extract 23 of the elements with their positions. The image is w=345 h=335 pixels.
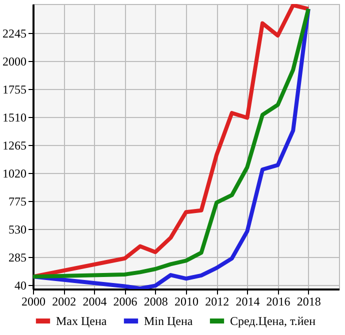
x-tick-label: 2018	[296, 294, 321, 308]
y-tick-label: 40	[14, 278, 26, 292]
x-tick-label: 2006	[113, 294, 138, 308]
x-tick-label: 2000	[22, 294, 46, 308]
x-tick-label: 2016	[266, 294, 290, 308]
x-tick-label: 2014	[236, 294, 260, 308]
legend-label: Max Цена	[56, 314, 108, 328]
x-tick-label: 2010	[174, 294, 198, 308]
y-tick-label: 1020	[2, 166, 26, 181]
x-tick-label: 2008	[144, 294, 168, 308]
legend-label: Сред.Цена, т.йен	[230, 314, 316, 328]
y-tick-label: 1510	[2, 110, 26, 125]
legend-label: Min Цена	[144, 314, 194, 328]
y-tick-label: 285	[8, 250, 26, 265]
x-tick-label: 2012	[205, 294, 230, 308]
y-tick-label: 2245	[2, 26, 26, 41]
x-tick-label: 2002	[52, 294, 76, 308]
y-tick-label: 1265	[2, 138, 26, 153]
x-tick-label: 2004	[82, 294, 107, 308]
y-tick-label: 2000	[2, 54, 26, 69]
y-tick-label: 1755	[2, 82, 26, 97]
y-tick-label: 775	[8, 194, 26, 209]
y-tick-label: 530	[8, 222, 26, 237]
